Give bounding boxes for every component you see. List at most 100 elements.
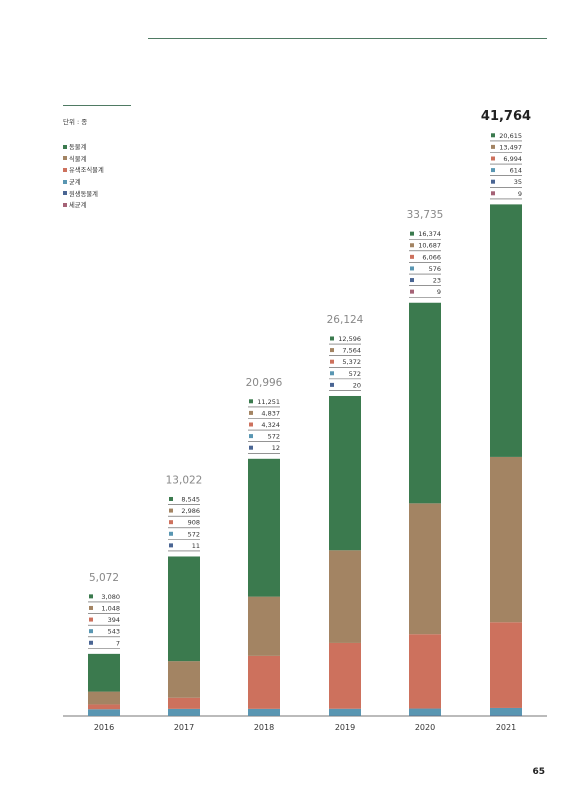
bar-segment-chromista-2017 [168, 697, 200, 709]
data-label-plant-2020: 10,687 [418, 242, 441, 250]
bar-segment-chromista-2019 [329, 642, 361, 709]
data-label-swatch-chromista-2018 [249, 422, 253, 427]
legend-swatch-chromista [63, 167, 67, 172]
data-label-bacteria-2021: 9 [518, 190, 522, 198]
data-label-swatch-plant-2018 [249, 410, 253, 415]
data-label-swatch-plant-2019 [330, 348, 334, 353]
data-label-swatch-chromista-2017 [169, 520, 173, 525]
data-label-chromista-2020: 6,066 [422, 253, 441, 261]
total-label-2020: 33,735 [407, 209, 444, 221]
page-number: 65 [532, 767, 545, 777]
bar-segment-chromista-2018 [248, 655, 280, 709]
x-tick-label-2021: 2021 [496, 723, 516, 732]
x-tick-label-2019: 2019 [335, 723, 355, 732]
data-label-plant-2019: 7,564 [342, 347, 361, 355]
data-label-chromista-2019: 5,372 [342, 358, 361, 366]
data-label-swatch-bacteria-2020 [410, 289, 414, 294]
bar-segment-fungi-2016 [88, 709, 120, 716]
legend: 동물계 식물계 유색조식물계 균계 원생동물계 세균계 [63, 141, 104, 211]
data-label-fungi-2016: 543 [108, 628, 120, 636]
unit-rule [63, 105, 131, 106]
data-label-swatch-fungi-2020 [410, 266, 414, 271]
total-label-2019: 26,124 [327, 314, 364, 326]
data-label-plant-2018: 4,837 [261, 409, 280, 417]
legend-swatch-protozoa [63, 191, 67, 196]
data-label-swatch-animal-2020 [410, 231, 414, 236]
data-label-fungi-2019: 572 [349, 370, 361, 378]
x-tick-label-2016: 2016 [94, 723, 114, 732]
data-label-chromista-2018: 4,324 [261, 421, 280, 429]
bar-segment-animal-2021 [490, 204, 522, 457]
total-label-2021: 41,764 [481, 109, 531, 124]
bar-segment-fungi-2018 [248, 708, 280, 716]
bar-segment-fungi-2019 [329, 708, 361, 716]
data-label-plant-2021: 13,497 [499, 143, 522, 151]
legend-label-protozoa: 원생동물계 [69, 190, 98, 198]
bar-segment-plant-2021 [490, 456, 522, 623]
data-label-plant-2016: 1,048 [101, 604, 120, 612]
top-rule [148, 38, 547, 39]
legend-swatch-plant [63, 156, 67, 161]
bar-segment-plant-2020 [409, 503, 441, 635]
data-label-protozoa-2016: 7 [116, 639, 120, 647]
data-label-chromista-2017: 908 [188, 519, 200, 527]
data-label-swatch-animal-2017 [169, 496, 173, 501]
legend-label-bacteria: 세균계 [69, 202, 87, 210]
bar-segment-plant-2019 [329, 550, 361, 643]
data-label-swatch-chromista-2021 [491, 156, 495, 161]
data-label-swatch-fungi-2016 [89, 629, 93, 634]
bar-segment-plant-2018 [248, 596, 280, 656]
data-label-swatch-chromista-2020 [410, 254, 414, 259]
bar-segment-animal-2020 [409, 302, 441, 504]
data-label-swatch-plant-2021 [491, 144, 495, 149]
data-label-swatch-fungi-2018 [249, 434, 253, 439]
legend-label-chromista: 유색조식물계 [69, 167, 104, 175]
data-label-protozoa-2017: 11 [192, 542, 200, 550]
bar-segment-animal-2017 [168, 556, 200, 662]
bar-segment-fungi-2017 [168, 708, 200, 716]
bar-segment-animal-2018 [248, 458, 280, 597]
data-label-swatch-fungi-2019 [330, 371, 334, 376]
data-label-animal-2019: 12,596 [338, 335, 361, 343]
data-label-animal-2020: 16,374 [418, 230, 441, 238]
bar-segment-chromista-2020 [409, 634, 441, 709]
legend-swatch-animal [63, 144, 67, 149]
total-label-2016: 5,072 [89, 572, 119, 584]
data-label-plant-2017: 2,986 [181, 507, 200, 515]
data-label-swatch-animal-2021 [491, 133, 495, 138]
bar-segment-plant-2016 [88, 691, 120, 705]
data-label-swatch-bacteria-2021 [491, 191, 495, 196]
data-label-bacteria-2020: 9 [437, 288, 441, 296]
data-label-swatch-animal-2016 [89, 594, 93, 599]
data-label-fungi-2018: 572 [268, 433, 280, 441]
bar-segment-fungi-2021 [490, 707, 522, 716]
data-label-fungi-2021: 614 [510, 167, 522, 175]
bar-segment-fungi-2020 [409, 708, 441, 716]
data-label-swatch-chromista-2019 [330, 359, 334, 364]
data-label-swatch-protozoa-2019 [330, 382, 334, 387]
x-tick-label-2020: 2020 [415, 723, 435, 732]
legend-item-fungi: 균계 [63, 176, 104, 188]
data-label-swatch-protozoa-2020 [410, 278, 414, 283]
data-label-chromista-2021: 6,994 [503, 155, 522, 163]
x-tick-label-2018: 2018 [254, 723, 274, 732]
data-label-chromista-2016: 394 [108, 616, 120, 624]
data-label-swatch-protozoa-2017 [169, 543, 173, 548]
bar-segment-plant-2017 [168, 661, 200, 698]
data-label-protozoa-2019: 20 [353, 381, 361, 389]
legend-label-fungi: 균계 [69, 179, 81, 187]
data-label-swatch-plant-2017 [169, 508, 173, 513]
x-tick-label-2017: 2017 [174, 723, 194, 732]
legend-item-chromista: 유색조식물계 [63, 164, 104, 176]
legend-label-plant: 식물계 [69, 155, 87, 163]
legend-label-animal: 동물계 [69, 144, 87, 152]
legend-swatch-bacteria [63, 202, 67, 207]
legend-item-bacteria: 세균계 [63, 199, 104, 211]
data-label-swatch-protozoa-2021 [491, 179, 495, 184]
bar-segment-chromista-2016 [88, 704, 120, 710]
data-label-swatch-animal-2018 [249, 399, 253, 404]
legend-swatch-fungi [63, 179, 67, 184]
data-label-swatch-fungi-2017 [169, 531, 173, 536]
bar-segment-animal-2019 [329, 395, 361, 551]
